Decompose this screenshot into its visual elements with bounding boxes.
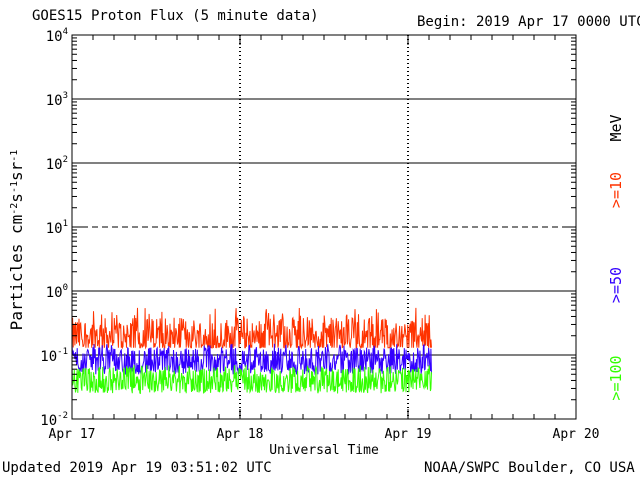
chart-title: GOES15 Proton Flux (5 minute data) bbox=[32, 8, 319, 24]
x-tick-label: Apr 18 bbox=[217, 427, 264, 442]
x-tick-labels: Apr 17 Apr 18 Apr 19 Apr 20 bbox=[49, 427, 600, 442]
y-tick-label: 10-2 bbox=[40, 411, 68, 429]
y-tick-label: 10-1 bbox=[40, 347, 68, 365]
legend-item: >=10 bbox=[607, 172, 625, 208]
svg-text:>=100: >=100 bbox=[607, 355, 625, 400]
axis-ticks bbox=[71, 35, 577, 420]
series-layer bbox=[71, 307, 432, 395]
x-tick-label: Apr 20 bbox=[553, 427, 600, 442]
legend-item: >=50 bbox=[607, 267, 625, 303]
svg-text:>=50: >=50 bbox=[607, 267, 625, 303]
y-tick-label: 101 bbox=[46, 219, 68, 237]
y-tick-label: 100 bbox=[46, 283, 68, 301]
y-tick-label: 102 bbox=[46, 155, 68, 173]
legend-item: >=100 bbox=[607, 355, 625, 400]
x-axis-label: Universal Time bbox=[269, 443, 379, 458]
series-line bbox=[71, 343, 432, 376]
updated-time: Updated 2019 Apr 19 03:51:02 UTC bbox=[2, 460, 272, 476]
svg-text:Particles cm-2s-1sr-1: Particles cm-2s-1sr-1 bbox=[7, 150, 26, 331]
series-line bbox=[71, 364, 432, 395]
series-line bbox=[71, 307, 432, 350]
begin-time: Begin: 2019 Apr 17 0000 UTC bbox=[417, 14, 640, 30]
legend-item: MeV bbox=[607, 114, 625, 141]
legend: MeV >=10 >=50 >=100 bbox=[607, 114, 625, 400]
x-tick-label: Apr 19 bbox=[385, 427, 432, 442]
y-tick-labels: 104 103 102 101 100 10-1 10-2 bbox=[40, 27, 68, 429]
y-axis-label: Particles cm-2s-1sr-1 bbox=[7, 150, 26, 331]
y-tick-label: 103 bbox=[46, 91, 68, 109]
credit: NOAA/SWPC Boulder, CO USA bbox=[424, 460, 635, 476]
svg-text:>=10: >=10 bbox=[607, 172, 625, 208]
y-tick-label: 104 bbox=[46, 27, 68, 45]
x-tick-label: Apr 17 bbox=[49, 427, 96, 442]
svg-text:MeV: MeV bbox=[607, 114, 625, 141]
